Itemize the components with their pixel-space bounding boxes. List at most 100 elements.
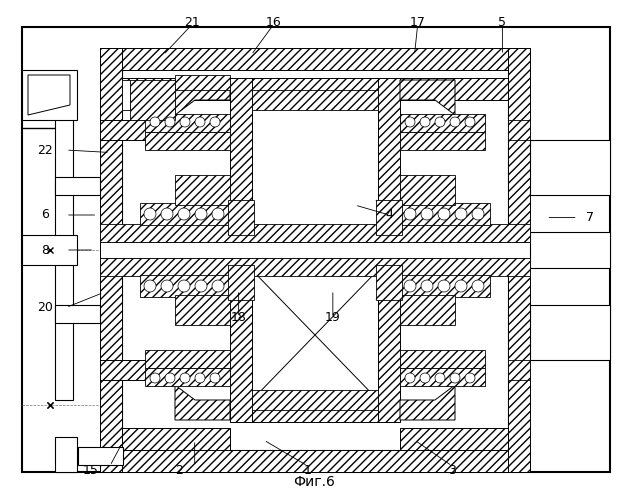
Circle shape (161, 280, 173, 292)
Circle shape (438, 208, 450, 220)
Bar (530, 305, 610, 360)
Circle shape (161, 208, 173, 220)
Circle shape (195, 208, 207, 220)
Bar (55, 100, 73, 400)
Circle shape (455, 208, 467, 220)
Circle shape (210, 373, 220, 383)
Circle shape (435, 117, 445, 127)
Bar (400, 368, 485, 386)
Bar (145, 350, 230, 368)
Bar (100, 48, 122, 472)
Bar (140, 275, 230, 297)
Text: 7: 7 (587, 211, 594, 224)
Bar (378, 78, 400, 422)
Bar (508, 120, 530, 140)
Text: 2: 2 (175, 464, 183, 477)
Circle shape (438, 280, 450, 292)
Circle shape (465, 373, 475, 383)
Circle shape (435, 373, 445, 383)
Text: 4: 4 (386, 208, 393, 222)
Bar (130, 80, 175, 120)
Circle shape (405, 373, 415, 383)
Circle shape (404, 280, 416, 292)
Text: 19: 19 (325, 311, 341, 324)
Circle shape (180, 117, 190, 127)
Circle shape (144, 280, 156, 292)
Circle shape (421, 208, 433, 220)
Bar (22, 27, 610, 472)
Circle shape (420, 373, 430, 383)
Polygon shape (175, 385, 230, 420)
Bar (175, 75, 230, 90)
Bar (400, 203, 490, 225)
Text: 15: 15 (83, 464, 99, 477)
Circle shape (421, 280, 433, 292)
Bar (530, 232, 610, 268)
Bar (145, 368, 230, 386)
Bar (228, 200, 254, 235)
Bar (122, 50, 508, 450)
Bar (252, 90, 378, 110)
Circle shape (212, 208, 224, 220)
Bar (100, 450, 530, 472)
Bar (530, 140, 610, 195)
Bar (376, 200, 402, 235)
Bar (400, 114, 485, 132)
Bar (145, 132, 230, 150)
Bar (230, 400, 400, 422)
Circle shape (180, 373, 190, 383)
Circle shape (404, 208, 416, 220)
Circle shape (450, 117, 460, 127)
Circle shape (212, 280, 224, 292)
Bar (100, 48, 530, 70)
Bar (22, 70, 77, 120)
Text: 8: 8 (41, 244, 49, 256)
Bar (78, 447, 123, 465)
Circle shape (455, 280, 467, 292)
Bar (55, 437, 77, 472)
Polygon shape (175, 80, 230, 115)
Text: 1: 1 (304, 464, 311, 477)
Bar (376, 265, 402, 300)
Text: 18: 18 (230, 311, 247, 324)
Bar (140, 203, 230, 225)
Circle shape (165, 117, 175, 127)
Text: 16: 16 (265, 16, 281, 29)
Polygon shape (400, 385, 455, 420)
Text: 17: 17 (409, 16, 426, 29)
Bar (400, 275, 490, 297)
Bar (22, 235, 77, 265)
Circle shape (150, 117, 160, 127)
Bar (100, 120, 230, 140)
Bar (55, 305, 100, 323)
Circle shape (420, 117, 430, 127)
Bar (122, 78, 230, 100)
Bar (100, 360, 230, 380)
Text: 21: 21 (183, 16, 200, 29)
Bar (252, 100, 378, 400)
Bar (100, 242, 530, 258)
Polygon shape (28, 75, 70, 115)
Circle shape (450, 373, 460, 383)
Bar (100, 48, 122, 472)
Bar (230, 78, 252, 422)
Bar (400, 132, 485, 150)
Bar (252, 390, 378, 410)
Bar (100, 258, 530, 276)
Bar (230, 78, 400, 100)
Bar (400, 175, 455, 205)
Circle shape (405, 117, 415, 127)
Circle shape (195, 117, 205, 127)
Bar (122, 428, 230, 450)
Polygon shape (400, 80, 455, 115)
Circle shape (465, 117, 475, 127)
Circle shape (195, 373, 205, 383)
Circle shape (210, 117, 220, 127)
Circle shape (178, 280, 190, 292)
Bar (508, 48, 530, 472)
Circle shape (472, 280, 484, 292)
Bar (175, 175, 230, 205)
Bar (122, 80, 130, 110)
Bar (400, 428, 508, 450)
Text: 5: 5 (499, 16, 506, 29)
